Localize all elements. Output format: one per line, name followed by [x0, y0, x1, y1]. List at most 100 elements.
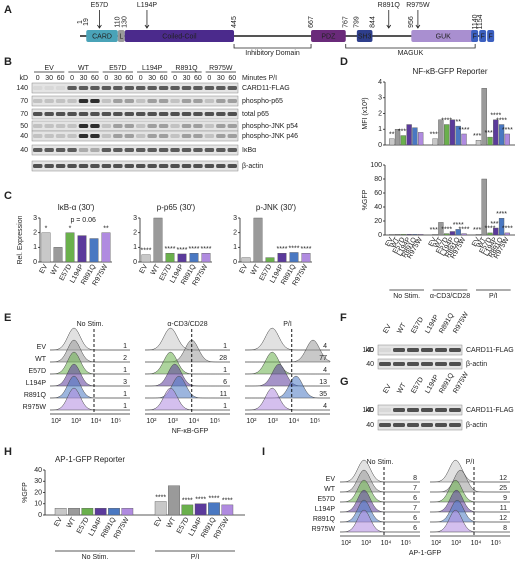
percent-label: 1: [123, 391, 127, 398]
x-tick-label: 10³: [451, 540, 462, 547]
axis: [239, 218, 312, 263]
band: [227, 112, 237, 116]
significance: ****: [502, 226, 513, 233]
mutation-label: R975W: [406, 2, 430, 9]
band: [170, 148, 180, 152]
significance: ****: [485, 226, 496, 233]
band: [136, 164, 146, 168]
percent-label: 9: [503, 495, 507, 502]
bar: [493, 227, 499, 236]
bar: [41, 232, 51, 263]
band: [33, 86, 43, 90]
histogram-curve: [145, 339, 230, 363]
band: [55, 112, 66, 116]
band: [170, 99, 180, 103]
significance: ****: [209, 495, 220, 502]
significance: ****: [301, 246, 312, 253]
time-label: 30: [217, 75, 225, 82]
significance: ****: [459, 127, 470, 134]
domain: [311, 30, 346, 42]
y-tick-label: 1: [378, 126, 382, 133]
y-tick-label: 40: [34, 467, 42, 474]
y-tick-label: 0: [33, 259, 37, 266]
bar: [412, 234, 418, 236]
bar: [253, 217, 263, 263]
band: [181, 112, 192, 116]
band: [449, 423, 461, 427]
panel-letter: G: [340, 376, 349, 388]
band: [78, 112, 89, 116]
percent-label: 13: [319, 379, 327, 386]
bar: [444, 233, 450, 236]
significance: ****: [155, 494, 166, 501]
x-tick-label: 10⁵: [111, 418, 122, 425]
bar: [189, 252, 199, 263]
x-tick-label: 10⁴: [188, 418, 199, 425]
band: [449, 362, 461, 366]
histogram-curve: [49, 339, 130, 363]
band-label: total p65: [242, 111, 269, 118]
lane-label: WT: [396, 321, 408, 335]
bar: [438, 222, 444, 236]
lane-label: E57D: [109, 65, 127, 72]
band: [44, 134, 54, 138]
bar: [455, 229, 461, 236]
band: [101, 86, 112, 90]
band: [193, 164, 203, 168]
x-tick-label: WT: [476, 236, 488, 250]
band-label: CARD11-FLAG: [466, 407, 514, 414]
band: [216, 124, 226, 128]
x-tick-label: 10⁵: [210, 418, 221, 425]
mutation-arrow: [386, 10, 392, 29]
y-tick-label: 3: [233, 215, 237, 222]
band: [33, 124, 43, 128]
bar: [487, 232, 493, 236]
bar: [68, 508, 80, 516]
band: [147, 134, 157, 138]
bar: [418, 132, 424, 146]
bar: [481, 178, 487, 236]
time-label: 0: [70, 75, 74, 82]
significance: **: [103, 226, 109, 233]
bar: [394, 234, 401, 236]
band: [44, 86, 54, 90]
region-label: MAGUK: [398, 50, 424, 57]
kd-marker: 70: [20, 98, 28, 105]
significance: ****: [398, 128, 409, 135]
bar: [177, 253, 187, 263]
panel-letter: A: [4, 4, 12, 16]
row-label: E57D: [28, 368, 46, 375]
percent-label: 1: [223, 343, 227, 350]
significance: ****: [441, 226, 452, 233]
bar: [444, 124, 450, 146]
domain-label: GUK: [436, 33, 452, 40]
bar: [498, 217, 505, 236]
band: [158, 86, 169, 90]
band: [158, 134, 169, 138]
band: [78, 99, 89, 103]
band: [90, 148, 100, 152]
x-axis-label: AP-1-GFP: [409, 550, 442, 557]
histogram-curve: [429, 489, 510, 513]
x-tick-label: EV: [39, 263, 50, 275]
histogram-curve: [339, 509, 420, 533]
band-label: IκBα: [242, 147, 256, 154]
band: [33, 164, 43, 168]
band: [90, 99, 100, 103]
time-label: 30: [80, 75, 88, 82]
time-label: 30: [148, 75, 156, 82]
row-label: EV: [326, 476, 336, 483]
x-tick-label: 10⁴: [91, 418, 102, 425]
band: [379, 408, 391, 412]
column-title: No Stim.: [367, 459, 394, 466]
domain-label: F: [481, 33, 485, 40]
blot-strip: [31, 130, 239, 142]
bar: [221, 504, 234, 516]
annotation: p = 0.06: [70, 217, 96, 224]
band: [124, 112, 134, 116]
band: [407, 348, 419, 352]
significance: ****: [189, 246, 200, 253]
panel-letter: I: [262, 446, 265, 458]
histogram-curve: [429, 499, 510, 523]
band: [227, 124, 237, 128]
